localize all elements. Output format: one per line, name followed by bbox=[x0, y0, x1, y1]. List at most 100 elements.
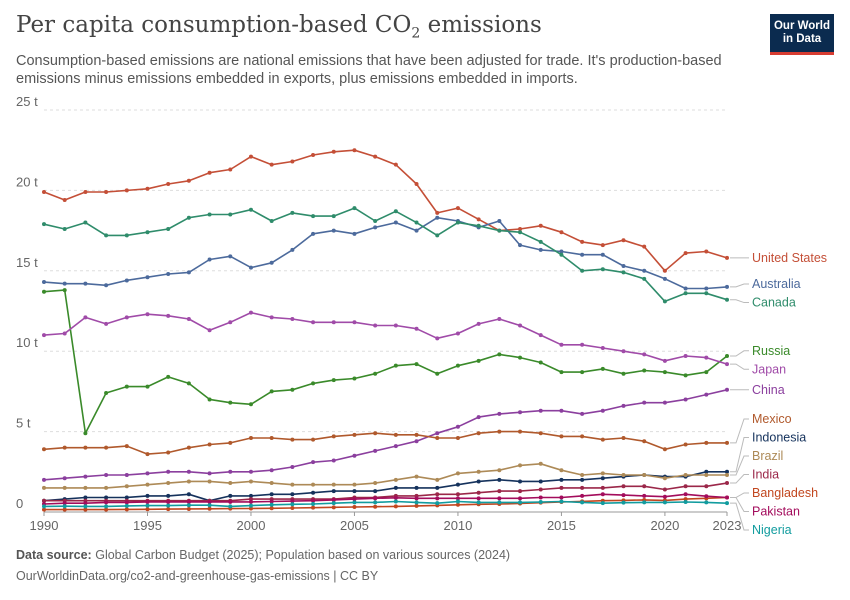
data-point-australia bbox=[186, 270, 191, 275]
data-point-brazil bbox=[124, 484, 129, 489]
data-point-united-states bbox=[331, 149, 336, 154]
data-point-nigeria bbox=[248, 503, 253, 508]
data-point-nigeria bbox=[662, 500, 667, 505]
data-point-bangladesh bbox=[455, 502, 460, 507]
data-point-mexico bbox=[331, 434, 336, 439]
data-point-japan bbox=[393, 323, 398, 328]
data-point-australia bbox=[725, 284, 729, 289]
data-point-japan bbox=[166, 313, 171, 318]
data-point-australia bbox=[331, 228, 336, 233]
data-point-indonesia bbox=[559, 477, 564, 482]
data-point-mexico bbox=[435, 436, 440, 441]
data-point-australia bbox=[124, 278, 129, 283]
data-point-canada bbox=[518, 230, 523, 235]
data-point-australia bbox=[207, 257, 212, 262]
label-connector-nigeria bbox=[730, 502, 749, 531]
data-point-mexico bbox=[166, 450, 171, 455]
data-point-nigeria bbox=[124, 503, 129, 508]
data-point-united-states bbox=[269, 162, 274, 167]
data-point-brazil bbox=[642, 473, 647, 478]
data-point-mexico bbox=[518, 429, 523, 434]
data-point-australia bbox=[104, 283, 109, 288]
data-point-india bbox=[683, 484, 688, 489]
x-tick-label: 1990 bbox=[30, 518, 59, 533]
data-point-china bbox=[662, 400, 667, 405]
data-point-canada bbox=[269, 218, 274, 223]
data-point-japan bbox=[62, 331, 67, 336]
data-point-nigeria bbox=[538, 500, 543, 505]
data-point-canada bbox=[393, 209, 398, 214]
data-point-mexico bbox=[124, 444, 129, 449]
data-point-australia bbox=[580, 252, 585, 257]
data-point-nigeria bbox=[725, 501, 729, 506]
data-point-brazil bbox=[476, 469, 481, 474]
data-point-united-states bbox=[455, 206, 460, 211]
series-label-china: China bbox=[752, 383, 785, 397]
series-line-mexico bbox=[43, 430, 727, 455]
owid-logo[interactable]: Our World in Data bbox=[770, 14, 834, 55]
data-point-nigeria bbox=[290, 502, 295, 507]
data-point-nigeria bbox=[497, 500, 502, 505]
data-point-japan bbox=[725, 362, 729, 367]
data-point-united-states bbox=[166, 181, 171, 186]
data-point-indonesia bbox=[331, 489, 336, 494]
data-point-india bbox=[621, 484, 626, 489]
y-tick-label: 20 t bbox=[16, 174, 38, 189]
data-point-china bbox=[373, 448, 378, 453]
data-point-china bbox=[124, 473, 129, 478]
label-connector-canada bbox=[730, 299, 749, 304]
data-point-india bbox=[725, 481, 729, 486]
data-point-japan bbox=[476, 321, 481, 326]
data-point-japan bbox=[435, 336, 440, 341]
data-point-indonesia bbox=[725, 469, 729, 474]
data-point-russia bbox=[662, 370, 667, 375]
data-point-russia bbox=[704, 370, 709, 375]
data-point-india bbox=[435, 492, 440, 497]
data-point-pakistan bbox=[704, 494, 709, 499]
data-point-canada bbox=[207, 212, 212, 217]
data-point-nigeria bbox=[704, 500, 709, 505]
series-label-mexico: Mexico bbox=[752, 412, 792, 426]
data-point-united-states bbox=[580, 239, 585, 244]
data-point-japan bbox=[414, 326, 419, 331]
label-connector-pakistan bbox=[730, 497, 749, 512]
data-point-russia bbox=[62, 288, 67, 293]
data-point-australia bbox=[83, 281, 88, 286]
data-point-canada bbox=[559, 252, 564, 257]
data-point-mexico bbox=[683, 442, 688, 447]
data-point-russia bbox=[455, 363, 460, 368]
data-point-india bbox=[497, 489, 502, 494]
source-link[interactable]: OurWorldinData.org/co2-and-greenhouse-ga… bbox=[16, 569, 379, 583]
y-tick-label: 0 bbox=[16, 496, 23, 511]
data-point-canada bbox=[83, 220, 88, 225]
data-point-india bbox=[42, 498, 46, 503]
data-point-pakistan bbox=[145, 500, 150, 505]
data-point-bangladesh bbox=[166, 507, 171, 512]
data-point-china bbox=[83, 474, 88, 479]
data-point-brazil bbox=[248, 479, 253, 484]
data-point-australia bbox=[497, 218, 502, 223]
data-point-brazil bbox=[704, 473, 709, 478]
data-point-pakistan bbox=[559, 495, 564, 500]
data-point-nigeria bbox=[42, 504, 46, 509]
data-point-nigeria bbox=[186, 503, 191, 508]
data-point-russia bbox=[207, 397, 212, 402]
data-point-china bbox=[683, 397, 688, 402]
data-point-canada bbox=[186, 215, 191, 220]
data-point-japan bbox=[455, 331, 460, 336]
data-point-australia bbox=[311, 231, 316, 236]
data-point-canada bbox=[683, 291, 688, 296]
data-point-australia bbox=[228, 254, 233, 259]
data-point-japan bbox=[290, 317, 295, 322]
x-tick-label: 2020 bbox=[650, 518, 679, 533]
data-point-mexico bbox=[186, 445, 191, 450]
data-point-brazil bbox=[269, 481, 274, 486]
data-point-bangladesh bbox=[683, 497, 688, 502]
data-point-canada bbox=[662, 299, 667, 304]
data-point-china bbox=[435, 431, 440, 436]
data-point-japan bbox=[186, 317, 191, 322]
data-point-pakistan bbox=[290, 499, 295, 504]
data-point-nigeria bbox=[352, 500, 357, 505]
data-point-indonesia bbox=[518, 479, 523, 484]
data-point-indonesia bbox=[228, 493, 233, 498]
